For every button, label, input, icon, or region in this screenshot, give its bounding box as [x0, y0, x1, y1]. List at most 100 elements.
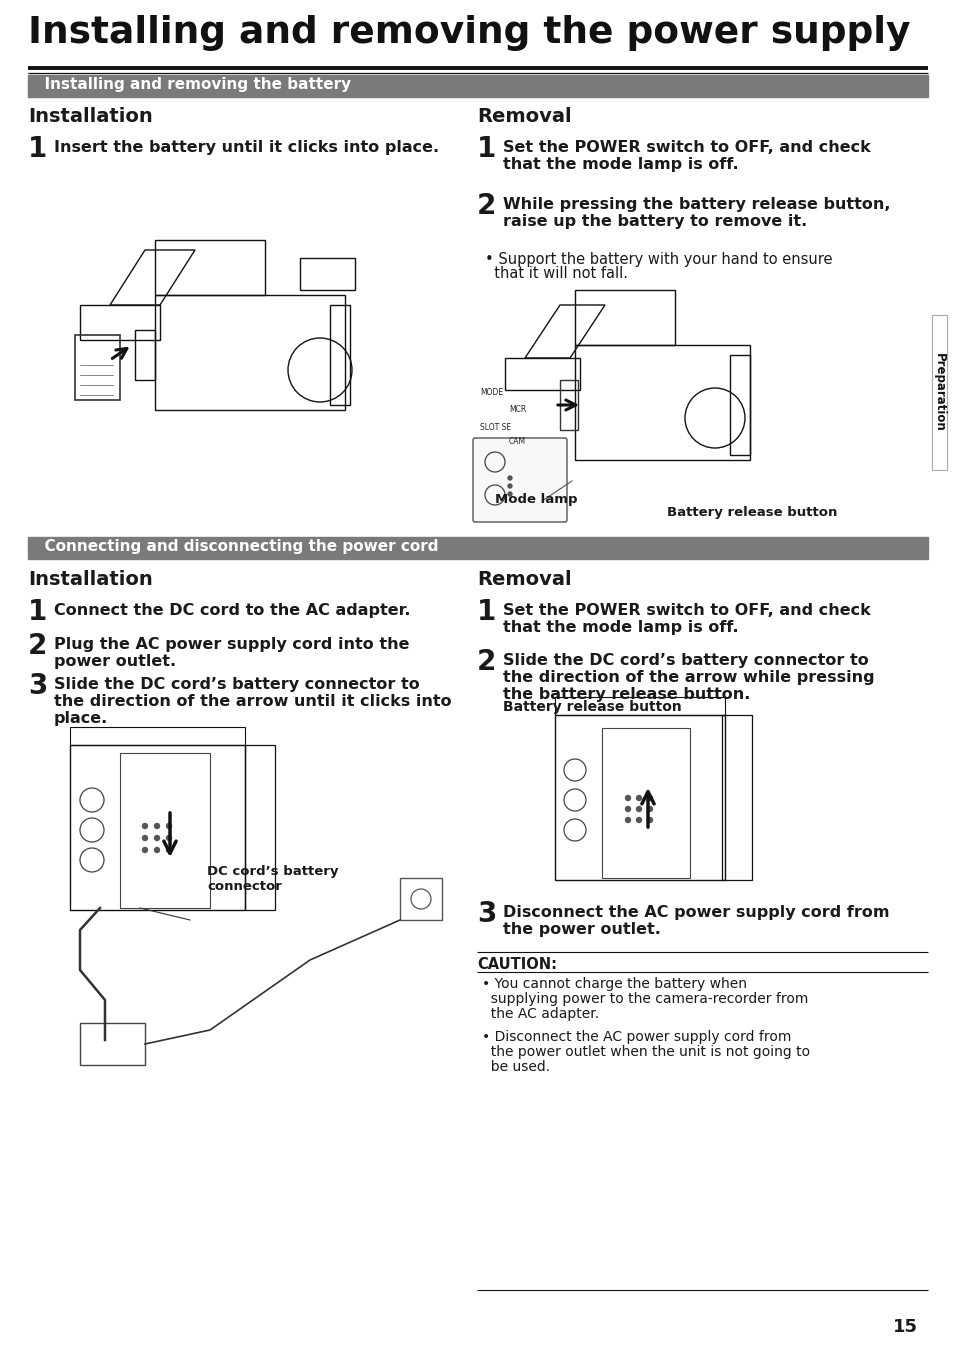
Text: Removal: Removal — [476, 107, 571, 126]
Text: Set the POWER switch to OFF, and check: Set the POWER switch to OFF, and check — [502, 139, 870, 154]
Circle shape — [647, 818, 652, 822]
Text: 3: 3 — [476, 900, 496, 927]
Circle shape — [647, 807, 652, 811]
Text: the power outlet.: the power outlet. — [502, 922, 660, 937]
Text: Battery release button: Battery release button — [666, 506, 837, 519]
Text: Plug the AC power supply cord into the: Plug the AC power supply cord into the — [54, 636, 409, 653]
Text: • Disconnect the AC power supply cord from: • Disconnect the AC power supply cord fr… — [481, 1030, 791, 1044]
Bar — [931, 315, 946, 470]
Circle shape — [636, 818, 640, 822]
Bar — [28, 538, 927, 559]
Text: Slide the DC cord’s battery connector to: Slide the DC cord’s battery connector to — [502, 653, 868, 668]
Text: 1: 1 — [476, 135, 496, 162]
Circle shape — [142, 835, 148, 841]
Bar — [80, 305, 160, 340]
Text: Connecting and disconnecting the power cord: Connecting and disconnecting the power c… — [34, 539, 438, 554]
Text: While pressing the battery release button,: While pressing the battery release butto… — [502, 196, 889, 213]
Text: Slide the DC cord’s battery connector to: Slide the DC cord’s battery connector to — [54, 677, 419, 692]
Text: • You cannot charge the battery when: • You cannot charge the battery when — [481, 978, 746, 991]
Text: raise up the battery to remove it.: raise up the battery to remove it. — [502, 214, 806, 229]
Bar — [555, 715, 724, 880]
Text: that the mode lamp is off.: that the mode lamp is off. — [502, 157, 738, 172]
Text: 2: 2 — [28, 632, 48, 659]
Bar — [559, 380, 578, 431]
Circle shape — [142, 823, 148, 829]
Text: the direction of the arrow until it clicks into: the direction of the arrow until it clic… — [54, 695, 451, 709]
Text: 1: 1 — [476, 598, 496, 626]
Text: Installation: Installation — [28, 570, 152, 589]
Text: be used.: be used. — [481, 1060, 550, 1074]
Text: Installation: Installation — [28, 107, 152, 126]
Circle shape — [625, 796, 630, 800]
Text: DC cord’s battery: DC cord’s battery — [207, 865, 338, 877]
Text: MODE: MODE — [479, 389, 502, 397]
Bar — [601, 728, 689, 877]
Bar — [28, 74, 927, 97]
Text: • Support the battery with your hand to ensure: • Support the battery with your hand to … — [484, 252, 832, 267]
Circle shape — [167, 848, 172, 853]
Bar — [575, 290, 675, 345]
Bar — [330, 305, 350, 405]
Bar — [80, 1024, 145, 1066]
Circle shape — [647, 796, 652, 800]
Bar — [245, 745, 274, 910]
Circle shape — [507, 483, 512, 487]
Circle shape — [625, 818, 630, 822]
Text: Removal: Removal — [476, 570, 571, 589]
Circle shape — [507, 477, 512, 481]
Bar — [70, 727, 245, 745]
Text: the battery release button.: the battery release button. — [502, 686, 750, 701]
Text: connector: connector — [207, 880, 281, 894]
Text: power outlet.: power outlet. — [54, 654, 176, 669]
Text: the power outlet when the unit is not going to: the power outlet when the unit is not go… — [481, 1045, 809, 1059]
Text: Installing and removing the battery: Installing and removing the battery — [34, 77, 351, 92]
Text: supplying power to the camera-recorder from: supplying power to the camera-recorder f… — [481, 992, 807, 1006]
Text: 1: 1 — [28, 598, 48, 626]
Text: that the mode lamp is off.: that the mode lamp is off. — [502, 620, 738, 635]
Text: Disconnect the AC power supply cord from: Disconnect the AC power supply cord from — [502, 904, 888, 919]
Circle shape — [154, 823, 159, 829]
Bar — [154, 295, 345, 410]
Bar — [555, 697, 724, 715]
Text: 2: 2 — [476, 192, 496, 219]
Circle shape — [142, 848, 148, 853]
Circle shape — [154, 848, 159, 853]
Bar — [575, 345, 749, 460]
Text: that it will not fall.: that it will not fall. — [484, 265, 627, 282]
Text: Mode lamp: Mode lamp — [495, 493, 577, 506]
FancyBboxPatch shape — [473, 437, 566, 523]
Bar — [729, 355, 749, 455]
Text: Connect the DC cord to the AC adapter.: Connect the DC cord to the AC adapter. — [54, 603, 410, 617]
Text: place.: place. — [54, 711, 108, 726]
Circle shape — [636, 807, 640, 811]
Text: Preparation: Preparation — [931, 352, 944, 432]
Circle shape — [167, 835, 172, 841]
Bar — [504, 357, 579, 390]
Circle shape — [154, 835, 159, 841]
Text: 3: 3 — [28, 672, 48, 700]
Circle shape — [507, 492, 512, 496]
Bar — [75, 334, 120, 399]
Text: CAM: CAM — [509, 437, 525, 445]
Circle shape — [636, 796, 640, 800]
Text: Installing and removing the power supply: Installing and removing the power supply — [28, 15, 909, 51]
Text: MCR: MCR — [509, 405, 526, 414]
Text: Battery release button: Battery release button — [502, 700, 681, 714]
Bar — [299, 259, 355, 290]
Bar — [721, 715, 751, 880]
Text: Insert the battery until it clicks into place.: Insert the battery until it clicks into … — [54, 139, 438, 154]
Text: the AC adapter.: the AC adapter. — [481, 1007, 598, 1021]
Text: Set the POWER switch to OFF, and check: Set the POWER switch to OFF, and check — [502, 603, 870, 617]
Text: SLOT SE: SLOT SE — [479, 422, 511, 432]
Bar — [120, 753, 210, 909]
Circle shape — [625, 807, 630, 811]
Text: 1: 1 — [28, 135, 48, 162]
Bar — [70, 745, 245, 910]
Circle shape — [167, 823, 172, 829]
Bar — [154, 240, 265, 295]
Text: the direction of the arrow while pressing: the direction of the arrow while pressin… — [502, 670, 874, 685]
Text: 2: 2 — [476, 649, 496, 676]
Bar — [399, 877, 441, 919]
Text: 15: 15 — [892, 1317, 917, 1336]
Bar — [135, 330, 154, 380]
